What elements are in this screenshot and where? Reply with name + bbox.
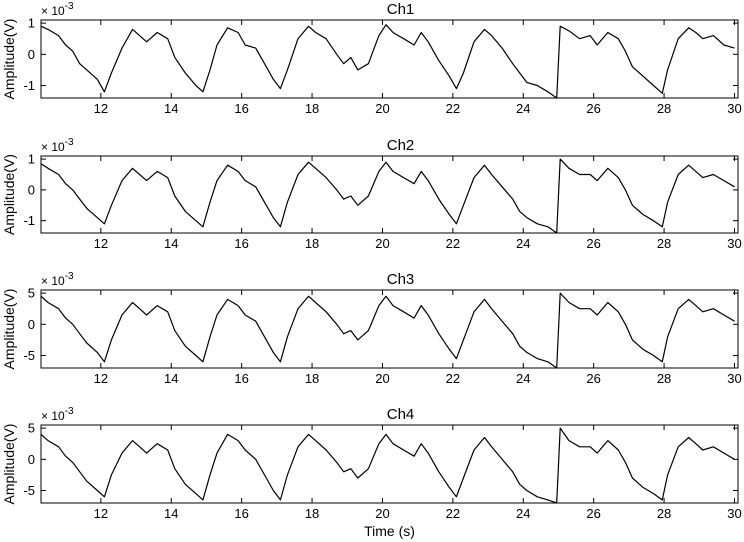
x-tick-label: 16 — [234, 506, 248, 521]
y-tick-label: 0 — [28, 317, 35, 332]
y-exponent-label: × 10-3 — [41, 137, 74, 154]
signal-trace — [40, 158, 735, 234]
y-tick-label: -1 — [23, 78, 35, 93]
y-axis-label: Amplitude(V) — [1, 289, 17, 370]
y-axis-label: Amplitude(V) — [1, 424, 17, 505]
x-tick-label: 22 — [446, 101, 460, 116]
x-tick-label: 14 — [164, 371, 178, 386]
y-tick-label: -1 — [23, 213, 35, 228]
x-tick-label: 18 — [305, 506, 319, 521]
x-tick-label: 24 — [516, 506, 530, 521]
panel-1: 12 14 16 18 20 22 24 26 28 30 -1 0 1 × 10-3 Ch1 Amplitu… — [1, 1, 742, 116]
x-tick-label: 18 — [305, 371, 319, 386]
panel-4: 12 14 16 18 20 22 24 26 28 30 -5 0 5 × 10-3 Ch4 Amplitu… — [1, 406, 742, 539]
y-tick-label: 0 — [28, 47, 35, 62]
signal-trace — [40, 292, 735, 369]
y-exponent-label: × 10-3 — [41, 406, 74, 423]
x-tick-label: 20 — [375, 236, 389, 251]
y-tick-label: -5 — [23, 348, 35, 363]
axes-box — [40, 424, 739, 504]
y-tick-label: 5 — [28, 286, 35, 301]
y-tick-label: -5 — [23, 483, 35, 498]
x-tick-label: 22 — [446, 236, 460, 251]
panel-2: 12 14 16 18 20 22 24 26 28 30 -1 0 1 × 10-3 Ch2 Amplitu… — [1, 137, 742, 251]
x-tick-label: 14 — [164, 506, 178, 521]
x-tick-label: 28 — [657, 506, 671, 521]
x-tick-label: 12 — [94, 236, 108, 251]
y-tick-label: 0 — [28, 452, 35, 467]
x-tick-label: 24 — [516, 101, 530, 116]
x-tick-label: 30 — [727, 371, 741, 386]
x-tick-label: 28 — [657, 101, 671, 116]
x-tick-label: 14 — [164, 101, 178, 116]
x-axis-label: Time (s) — [364, 523, 415, 539]
x-tick-label: 20 — [375, 101, 389, 116]
y-axis-label: Amplitude(V) — [1, 154, 17, 235]
x-tick-label: 24 — [516, 236, 530, 251]
y-tick-label: 1 — [28, 16, 35, 31]
axes-box — [40, 19, 739, 99]
y-exponent-label: × 10-3 — [41, 1, 74, 18]
x-tick-label: 26 — [586, 371, 600, 386]
y-tick-label: 1 — [28, 152, 35, 167]
x-tick-label: 30 — [727, 101, 741, 116]
x-tick-label: 20 — [375, 506, 389, 521]
x-tick-label: 24 — [516, 371, 530, 386]
panel-title: Ch1 — [387, 1, 415, 18]
panel-title: Ch2 — [387, 137, 415, 154]
panel-title: Ch3 — [387, 271, 415, 288]
axes-box — [40, 289, 739, 369]
signal-trace — [40, 427, 735, 504]
x-tick-label: 22 — [446, 371, 460, 386]
y-tick-label: 0 — [28, 182, 35, 197]
x-tick-label: 26 — [586, 101, 600, 116]
signal-trace — [40, 24, 735, 99]
y-tick-label: 5 — [28, 421, 35, 436]
x-tick-label: 26 — [586, 506, 600, 521]
x-tick-label: 12 — [94, 506, 108, 521]
x-tick-label: 12 — [94, 371, 108, 386]
x-tick-label: 16 — [234, 236, 248, 251]
x-tick-label: 18 — [305, 101, 319, 116]
panel-title: Ch4 — [387, 406, 415, 423]
axes-box — [40, 155, 739, 234]
x-tick-label: 30 — [727, 236, 741, 251]
x-tick-label: 30 — [727, 506, 741, 521]
x-tick-label: 26 — [586, 236, 600, 251]
y-exponent-label: × 10-3 — [41, 271, 74, 288]
x-tick-label: 12 — [94, 101, 108, 116]
x-tick-label: 16 — [234, 101, 248, 116]
x-tick-label: 28 — [657, 371, 671, 386]
y-axis-label: Amplitude(V) — [1, 19, 17, 100]
panel-3: 12 14 16 18 20 22 24 26 28 30 -5 0 5 × 10-3 Ch3 Amplitu… — [1, 271, 742, 386]
x-tick-label: 28 — [657, 236, 671, 251]
x-tick-label: 18 — [305, 236, 319, 251]
x-tick-label: 16 — [234, 371, 248, 386]
x-tick-label: 14 — [164, 236, 178, 251]
x-tick-label: 20 — [375, 371, 389, 386]
x-tick-label: 22 — [446, 506, 460, 521]
